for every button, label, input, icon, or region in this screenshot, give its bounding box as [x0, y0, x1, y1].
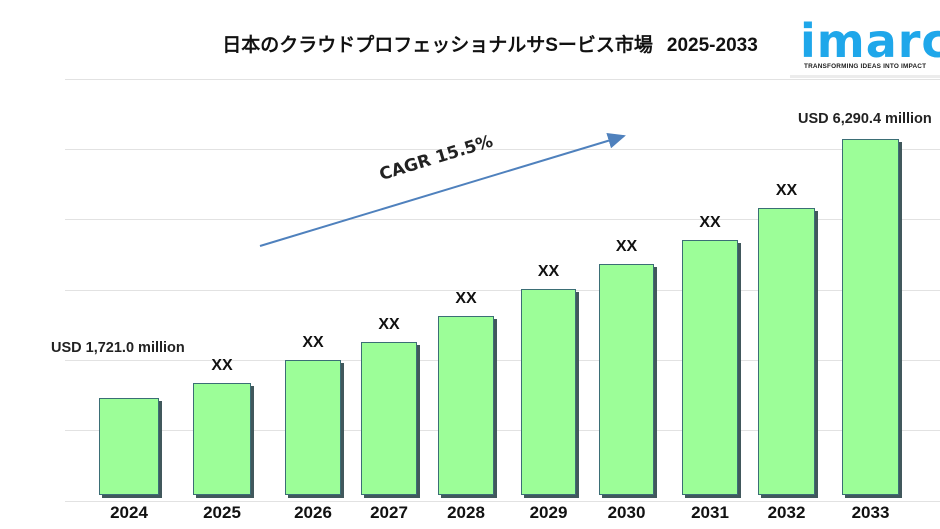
- data-label-2025: XX: [211, 357, 233, 374]
- chart-title-text: 日本のクラウドプロフェッショナルサSービス市場: [222, 35, 653, 56]
- imarc-logo: imarc TRANSFORMING IDEAS INTO IMPACT: [800, 14, 940, 74]
- x-tick-2030: 2030: [607, 503, 646, 522]
- data-label-2028: XX: [455, 290, 477, 307]
- bar-2028: [438, 316, 494, 495]
- gridline: [65, 219, 940, 220]
- gridline: [65, 290, 940, 291]
- gridline: [65, 79, 940, 80]
- data-label-2032: XX: [775, 182, 798, 199]
- x-tick-2029: 2029: [529, 503, 568, 522]
- x-tick-2024: 2024: [110, 503, 148, 522]
- chart-title-years: 2025-2033: [666, 35, 758, 56]
- logo-divider: [790, 75, 940, 78]
- bar-2031: [682, 240, 738, 495]
- bar-2027: [361, 342, 417, 495]
- data-label-2029: XX: [537, 263, 560, 280]
- logo-wordmark: imarc: [800, 14, 940, 68]
- data-label-2027: XX: [378, 316, 400, 333]
- x-tick-2031: 2031: [691, 503, 729, 522]
- x-tick-2026: 2026: [294, 503, 332, 522]
- bar-2032: [758, 208, 815, 495]
- logo-tagline: TRANSFORMING IDEAS INTO IMPACT: [804, 63, 927, 70]
- chart-title: 日本のクラウドプロフェッショナルサSービス市場 2025-2033: [0, 30, 940, 57]
- data-label-2024: USD 1,721.0 million: [51, 340, 185, 356]
- x-tick-2028: 2028: [447, 503, 485, 522]
- data-label-2033: USD 6,290.4 million: [798, 111, 932, 127]
- data-label-2026: XX: [302, 334, 324, 351]
- x-tick-2025: 2025: [203, 503, 241, 522]
- x-tick-2027: 2027: [370, 503, 408, 522]
- bar-2024: [99, 398, 159, 495]
- gridline: [65, 360, 940, 361]
- gridline: [65, 149, 940, 150]
- bar-2030: [599, 264, 654, 495]
- bar-2033: [842, 139, 899, 495]
- x-tick-2033: 2033: [851, 503, 890, 522]
- data-label-2030: XX: [615, 238, 638, 255]
- x-tick-2032: 2032: [767, 503, 806, 522]
- bar-2029: [521, 289, 576, 495]
- bar-2026: [285, 360, 341, 495]
- data-label-2031: XX: [699, 214, 721, 231]
- bar-2025: [193, 383, 251, 495]
- gridline: [65, 430, 940, 431]
- gridline: [65, 501, 940, 502]
